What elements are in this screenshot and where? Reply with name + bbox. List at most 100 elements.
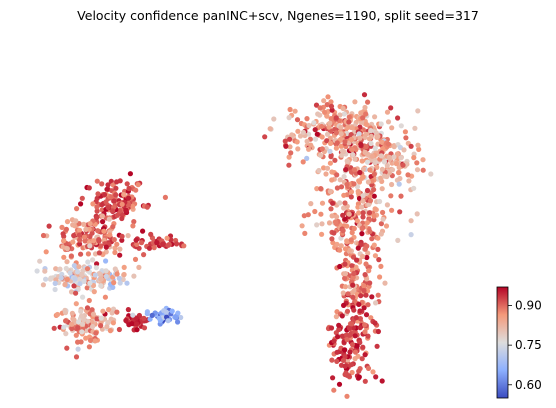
scatter-point: [384, 202, 390, 208]
scatter-point: [359, 158, 365, 164]
scatter-point: [341, 149, 347, 155]
scatter-point: [358, 141, 364, 147]
scatter-point: [96, 238, 102, 244]
scatter-point: [70, 222, 76, 228]
scatter-point: [77, 276, 83, 282]
scatter-point: [415, 142, 421, 148]
scatter-point: [328, 154, 334, 160]
scatter-point: [353, 315, 359, 321]
scatter-point: [331, 387, 337, 393]
scatter-point: [365, 250, 371, 256]
colorbar-tick-label: 0.60: [515, 378, 542, 392]
scatter-point: [351, 225, 357, 232]
scatter-point: [380, 216, 386, 222]
scatter-point: [362, 329, 368, 335]
scatter-point: [75, 325, 81, 331]
scatter-point: [360, 210, 366, 216]
scatter-point: [319, 146, 325, 152]
scatter-point: [138, 240, 145, 246]
scatter-point: [323, 171, 329, 177]
scatter-point: [363, 312, 370, 318]
scatter-point: [116, 275, 122, 281]
scatter-point: [123, 317, 129, 324]
scatter-point: [325, 94, 331, 100]
scatter-point: [103, 199, 109, 205]
scatter-point: [165, 318, 171, 324]
scatter-point: [333, 145, 339, 151]
scatter-point: [362, 104, 368, 111]
scatter-point: [313, 102, 320, 108]
scatter-point: [379, 166, 385, 172]
scatter-point: [99, 181, 105, 187]
scatter-point: [316, 167, 322, 174]
scatter-point: [363, 111, 369, 117]
scatter-point: [334, 140, 340, 146]
scatter-point: [113, 192, 119, 198]
scatter-point: [380, 209, 386, 216]
scatter-point: [348, 237, 354, 243]
scatter-point: [362, 378, 368, 384]
scatter-point: [42, 268, 48, 274]
scatter-point: [117, 280, 123, 286]
scatter-point: [79, 195, 85, 201]
scatter-point: [98, 243, 104, 249]
scatter-point: [375, 246, 381, 252]
scatter-point: [134, 327, 140, 333]
scatter-point: [370, 369, 376, 375]
scatter-point: [349, 125, 355, 131]
scatter-point: [406, 178, 412, 184]
scatter-point: [79, 271, 85, 278]
scatter-point: [61, 254, 67, 260]
scatter-point: [365, 179, 371, 185]
scatter-point: [129, 321, 135, 327]
scatter-point: [295, 128, 301, 134]
scatter-point: [301, 213, 307, 219]
scatter-point: [361, 305, 367, 311]
scatter-point: [101, 192, 108, 198]
scatter-point: [363, 131, 369, 137]
scatter-point: [53, 266, 59, 272]
scatter-point: [146, 245, 153, 251]
scatter-point: [351, 167, 357, 173]
scatter-point: [165, 242, 171, 248]
scatter-point: [341, 111, 347, 117]
scatter-point: [375, 328, 381, 335]
scatter-point: [77, 227, 83, 233]
scatter-point: [52, 286, 58, 293]
scatter-point: [328, 206, 334, 212]
scatter-point: [112, 266, 118, 272]
scatter-point: [68, 253, 74, 259]
scatter-point: [57, 266, 63, 272]
scatter-point: [337, 247, 343, 253]
scatter-point: [344, 308, 351, 314]
scatter-point: [94, 215, 100, 221]
chart-title: Velocity confidence panINC+scv, Ngenes=1…: [77, 8, 479, 23]
scatter-point: [78, 339, 84, 345]
scatter-point: [416, 146, 422, 152]
scatter-point: [349, 321, 355, 327]
scatter-point: [334, 241, 340, 247]
scatter-point: [98, 283, 104, 289]
scatter-point: [329, 177, 335, 183]
scatter-point: [300, 159, 306, 165]
scatter-point: [348, 136, 354, 143]
scatter-point: [338, 143, 344, 149]
scatter-point: [358, 293, 364, 299]
scatter-point: [121, 264, 127, 270]
scatter-point: [388, 193, 394, 199]
scatter-point: [85, 259, 91, 265]
scatter-point: [342, 139, 348, 145]
scatter-point: [324, 102, 330, 108]
scatter-point: [81, 317, 87, 323]
scatter-point: [333, 115, 339, 121]
scatter-point: [337, 112, 343, 118]
scatter-point: [340, 290, 346, 296]
scatter-point: [381, 159, 387, 165]
scatter-point: [321, 98, 327, 104]
scatter-point: [93, 330, 99, 336]
scatter-point: [68, 289, 75, 295]
scatter-point: [373, 374, 379, 380]
scatter-point: [355, 353, 361, 359]
scatter-point: [330, 375, 336, 381]
scatter-point: [334, 214, 340, 220]
